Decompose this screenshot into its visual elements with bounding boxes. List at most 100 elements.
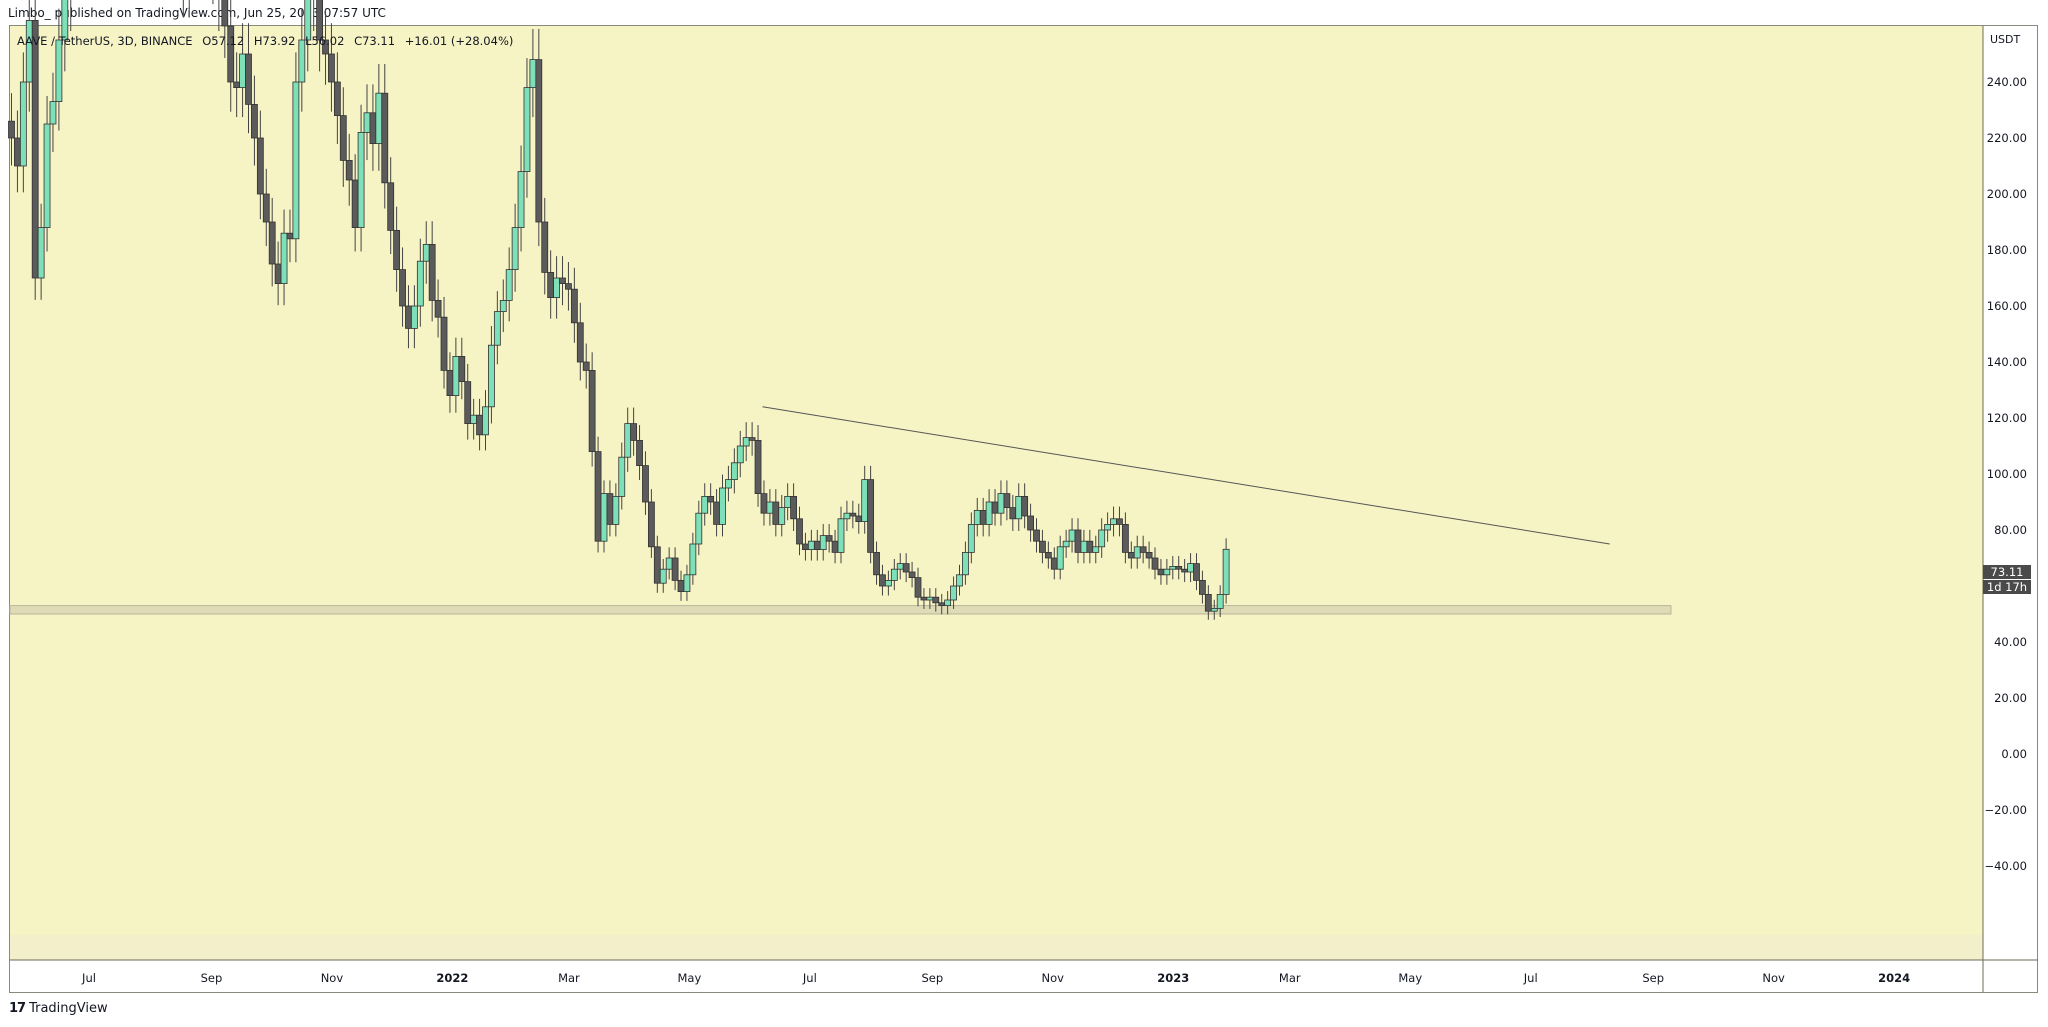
time-tick-label: 2022 <box>436 971 468 985</box>
candle <box>251 75 258 166</box>
candle <box>1210 599 1218 620</box>
descending-trendline[interactable] <box>762 406 1610 545</box>
candle <box>618 442 626 510</box>
candle <box>630 407 638 456</box>
candle-body-up <box>43 123 51 228</box>
candle <box>1056 535 1064 580</box>
candle-body-up <box>499 299 507 312</box>
candle <box>482 390 489 451</box>
candle <box>298 8 306 112</box>
candle-body-down <box>31 19 39 279</box>
candle-body-up <box>304 0 312 41</box>
candle-body-up <box>1222 548 1230 595</box>
candle-body-down <box>328 53 335 83</box>
candle <box>541 197 549 295</box>
candle <box>339 87 347 187</box>
candle-body-down <box>1116 518 1123 525</box>
candle-body-down <box>345 159 353 181</box>
candle-body-down <box>256 137 264 195</box>
candle <box>695 500 703 556</box>
candle <box>819 524 827 561</box>
candle-body-down <box>606 493 614 525</box>
chart-frame[interactable] <box>9 25 2038 993</box>
time-axis[interactable]: Jul Sep Nov 2022 Mar May Jul Sep Nov 2023 Mar May Ju… <box>81 971 1910 985</box>
candle <box>245 23 252 134</box>
candle-body-down <box>227 25 235 83</box>
candle-body-up <box>985 501 993 525</box>
candle-body-down <box>802 543 809 550</box>
candle-body-up <box>505 269 513 301</box>
candle <box>345 133 353 206</box>
candle-body-down <box>440 316 448 371</box>
candle <box>612 483 620 537</box>
candle-body-up <box>61 0 69 41</box>
candle-body-down <box>262 193 270 223</box>
price-axis[interactable]: −40.00−20.000.0020.0040.0060.0080.00100.… <box>1984 75 2027 873</box>
candle <box>221 0 229 58</box>
candle <box>256 110 264 220</box>
candle-body-up <box>861 479 869 523</box>
candle-body-down <box>713 501 720 525</box>
candle-body-down <box>588 369 596 452</box>
candle <box>292 52 300 263</box>
candle-body-down <box>582 361 590 371</box>
candle-body-up <box>950 585 957 601</box>
candle-body-down <box>796 518 803 545</box>
support-zone[interactable] <box>9 605 1672 615</box>
candle-body-up <box>1110 518 1117 525</box>
time-tick-label: 2023 <box>1157 971 1189 985</box>
candle <box>1098 518 1106 558</box>
candle-body-up <box>553 277 560 299</box>
candle <box>1216 585 1224 618</box>
candle-body-down <box>1175 566 1183 570</box>
candle <box>1151 547 1159 580</box>
candle-body-down <box>351 179 359 228</box>
candle <box>458 337 466 400</box>
candle <box>212 0 214 5</box>
candle-body-up <box>665 557 673 570</box>
candle <box>313 0 315 32</box>
candle-body-down <box>274 263 282 285</box>
candle <box>517 145 525 252</box>
candle-body-up <box>1169 566 1177 570</box>
candle <box>707 483 715 515</box>
candle-body-down <box>458 355 466 382</box>
candle-body-up <box>488 344 495 408</box>
tradingview-footer[interactable]: 17 TradingView <box>9 1001 108 1016</box>
candle <box>689 532 697 585</box>
time-tick-label: May <box>1398 971 1422 985</box>
candle-body-up <box>470 414 478 425</box>
candle <box>849 500 857 529</box>
candle <box>1139 535 1147 564</box>
time-tick-label: Nov <box>321 971 344 985</box>
candle-body-up <box>1015 495 1023 520</box>
candles-group <box>8 0 1230 620</box>
time-tick-label: Jul <box>81 971 96 985</box>
candle-body-down <box>1121 524 1129 553</box>
candle-body-down <box>1033 529 1040 542</box>
candle-body-up <box>292 81 300 240</box>
candle <box>570 267 578 343</box>
candle <box>950 576 957 609</box>
candle <box>1121 512 1129 564</box>
candle <box>588 352 596 467</box>
candle-body-down <box>855 515 863 522</box>
time-tick-label: Jul <box>1523 971 1538 985</box>
candle <box>1003 480 1011 521</box>
candle-body-down <box>653 546 661 584</box>
price-tick-label: −20.00 <box>1984 803 2027 817</box>
currency-label: USDT <box>1990 33 2021 46</box>
candle-body-down <box>772 501 780 525</box>
candle-body-down <box>333 81 341 116</box>
candle <box>535 29 543 247</box>
legend-high: H73.92 <box>253 34 296 48</box>
candle <box>1092 535 1100 564</box>
candle <box>61 0 69 72</box>
candle <box>393 206 401 292</box>
candle-body-up <box>956 574 963 587</box>
candle <box>464 363 472 440</box>
candle <box>31 0 39 300</box>
candle-body-down <box>1181 568 1189 573</box>
candle <box>647 489 655 558</box>
